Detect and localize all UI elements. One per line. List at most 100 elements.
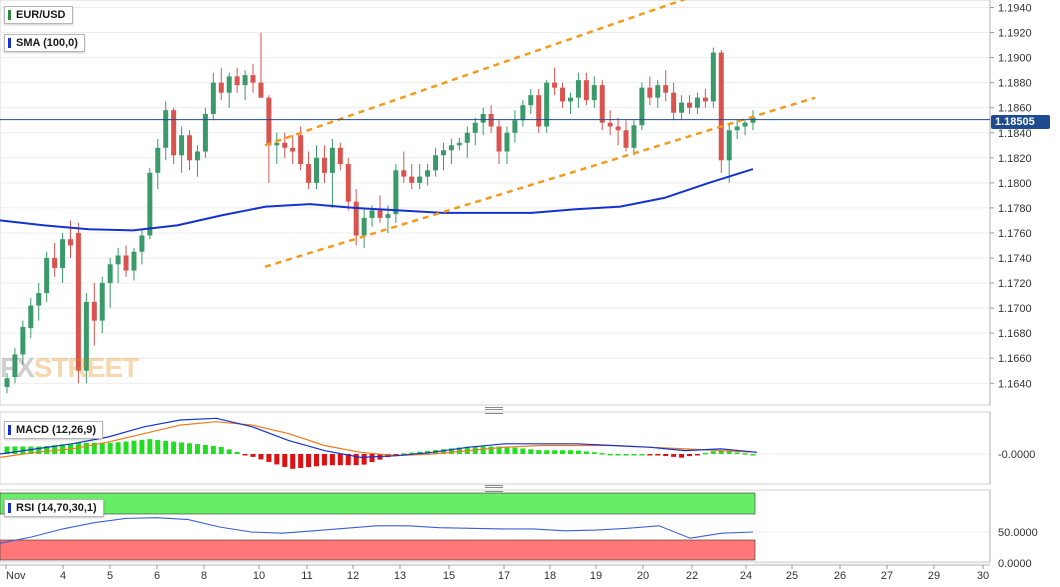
macd-histogram-bar	[242, 454, 248, 456]
candle-body	[536, 95, 542, 127]
candle-body	[266, 97, 272, 146]
macd-histogram-bar	[536, 450, 542, 454]
macd-histogram-bar	[369, 454, 375, 463]
candle-body	[44, 258, 50, 294]
candle	[655, 80, 661, 108]
channel-upper-line	[264, 0, 687, 147]
macd-histogram-bar	[345, 454, 351, 466]
candle	[425, 164, 431, 186]
macd-histogram-bar	[107, 442, 113, 454]
candle-body	[12, 354, 18, 377]
macd-histogram-bar	[226, 449, 232, 454]
candle	[361, 207, 367, 248]
main-y-tick-label: 1.1900	[998, 53, 1032, 65]
candle-body	[440, 150, 446, 156]
macd-histogram-bar	[520, 448, 526, 454]
candle	[599, 80, 605, 131]
panel-splitter-main-macd[interactable]	[485, 407, 503, 414]
candle-body	[520, 105, 526, 121]
macd-histogram-bar	[147, 439, 153, 454]
main-y-tick-label: 1.1740	[998, 253, 1032, 265]
candle	[60, 232, 66, 284]
candle	[234, 67, 240, 93]
candle-body	[464, 132, 470, 143]
macd-histogram-bar	[75, 442, 81, 454]
candle-body	[155, 147, 161, 173]
candle	[560, 82, 566, 108]
candle-body	[234, 76, 240, 86]
candle	[575, 72, 581, 108]
macd-histogram-bar	[496, 446, 502, 454]
macd-histogram-bar	[250, 454, 256, 457]
candle-body	[552, 82, 558, 88]
candle	[663, 70, 669, 102]
macd-histogram-bar	[687, 454, 693, 457]
macd-histogram-bar	[552, 450, 558, 454]
candle-body	[401, 170, 407, 177]
candle	[115, 247, 121, 284]
candle	[440, 142, 446, 171]
macd-histogram-bar	[393, 454, 399, 456]
macd-histogram-bar	[702, 452, 708, 455]
macd-histogram-bar	[187, 443, 193, 454]
macd-histogram-bar	[361, 454, 367, 465]
candle-body	[583, 80, 589, 101]
candle	[591, 76, 597, 108]
panel-splitter-macd-rsi[interactable]	[485, 485, 503, 492]
rsi-y-tick-label: 50.0000	[998, 527, 1038, 539]
candle-body	[456, 142, 462, 146]
candle-body	[115, 255, 121, 265]
candle	[409, 164, 415, 190]
macd-histogram-bar	[512, 447, 518, 454]
macd-histogram-bar	[528, 449, 534, 454]
candle	[552, 67, 558, 96]
candle	[401, 151, 407, 183]
candle-body	[425, 170, 431, 177]
macd-histogram-bar	[488, 446, 494, 454]
candle-body	[726, 130, 732, 161]
x-tick-label: 12	[347, 570, 359, 582]
candle-body	[560, 87, 566, 102]
sma-label: SMA (100,0)	[4, 34, 85, 52]
candle	[266, 95, 272, 183]
candle-body	[91, 301, 97, 321]
candle-body	[750, 117, 756, 123]
macd-histogram-bar	[266, 454, 272, 462]
candle	[353, 189, 359, 246]
candle	[615, 117, 621, 146]
macd-histogram-bar	[306, 454, 312, 468]
candle	[258, 32, 264, 98]
macd-histogram-bar	[663, 454, 669, 457]
rsi-label: RSI (14,70,30,1)	[4, 499, 104, 517]
candle-body	[274, 142, 280, 146]
candle-body	[218, 82, 224, 93]
main-y-tick-label: 1.1800	[998, 178, 1032, 190]
candle	[179, 126, 185, 173]
candle-body	[607, 122, 613, 127]
macd-histogram-bar	[28, 446, 34, 454]
macd-histogram-bar	[353, 454, 359, 466]
candle	[20, 320, 26, 365]
candle-body	[179, 135, 185, 156]
macd-histogram-bar	[440, 449, 446, 454]
candle-body	[20, 326, 26, 355]
candle	[242, 70, 248, 101]
candle-body	[718, 52, 724, 161]
candle	[194, 145, 200, 177]
candle	[750, 110, 756, 131]
candle-body	[655, 85, 661, 98]
macd-histogram-bar	[155, 439, 161, 454]
candle-body	[528, 95, 534, 106]
x-tick-label: 26	[834, 570, 846, 582]
x-tick-label: 30	[977, 570, 989, 582]
candle-body	[710, 52, 716, 102]
rsi-y-tick-label: 0.0000	[998, 558, 1032, 570]
candle	[520, 100, 526, 127]
candle	[123, 245, 129, 277]
candle-body	[694, 97, 700, 108]
channel-lower-line	[264, 96, 816, 268]
macd-histogram-bar	[726, 451, 732, 454]
macd-histogram-bar	[607, 453, 613, 456]
candle	[687, 95, 693, 114]
